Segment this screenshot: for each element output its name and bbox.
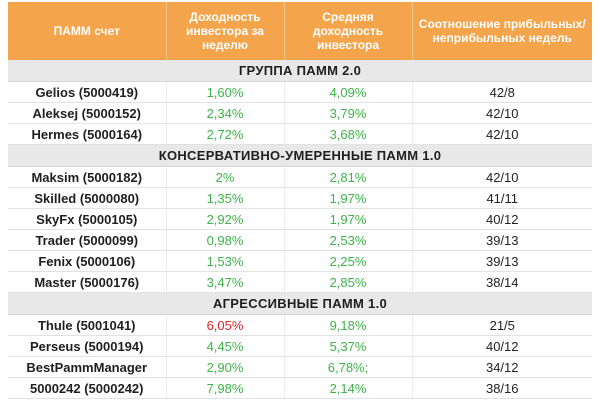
weekly-return-cell: 2,72%	[166, 123, 285, 145]
weekly-return-cell: 6,05%	[166, 314, 285, 336]
table-row: Gelios (5000419) 1,60% 4,09% 42/8	[8, 81, 592, 103]
table-header: ПАММ счет Доходность инвестора за неделю…	[8, 2, 592, 60]
profit-ratio-cell: 39/13	[412, 250, 592, 272]
average-return-cell: 6,78%;	[284, 356, 413, 378]
table-row: BestPammManager 2,90% 6,78%; 34/12	[8, 356, 592, 378]
header-account: ПАММ счет	[8, 2, 167, 60]
header-weekly-return: Доходность инвестора за неделю	[166, 2, 285, 60]
average-return-cell: 9,18%	[284, 314, 413, 336]
average-return-cell: 4,09%	[284, 81, 413, 103]
weekly-return-cell: 2%	[166, 166, 285, 188]
group-title: ГРУППА ПАММ 2.0	[8, 60, 592, 82]
account-name-cell: Master (5000176)	[8, 271, 167, 293]
profit-ratio-cell: 38/16	[412, 377, 592, 399]
profit-ratio-cell: 39/13	[412, 229, 592, 251]
table-row: 5000242 (5000242) 7,98% 2,14% 38/16	[8, 377, 592, 399]
header-profit-ratio: Соотношение прибыльных/неприбыльных неде…	[412, 2, 592, 60]
account-name-cell: 5000242 (5000242)	[8, 377, 167, 399]
account-name-cell: Perseus (5000194)	[8, 335, 167, 357]
account-name-cell: BestPammManager	[8, 356, 167, 378]
average-return-cell: 1,97%	[284, 208, 413, 230]
profit-ratio-cell: 40/12	[412, 335, 592, 357]
weekly-return-cell: 2,92%	[166, 208, 285, 230]
table-row: Hermes (5000164) 2,72% 3,68% 42/10	[8, 123, 592, 145]
profit-ratio-cell: 41/11	[412, 187, 592, 209]
average-return-cell: 2,85%	[284, 271, 413, 293]
account-name-cell: SkyFx (5000105)	[8, 208, 167, 230]
table-row: Skilled (5000080) 1,35% 1,97% 41/11	[8, 187, 592, 209]
weekly-return-cell: 4,45%	[166, 335, 285, 357]
account-name-cell: Thule (5001041)	[8, 314, 167, 336]
profit-ratio-cell: 21/5	[412, 314, 592, 336]
table-row: Master (5000176) 3,47% 2,85% 38/14	[8, 271, 592, 293]
account-name-cell: Hermes (5000164)	[8, 123, 167, 145]
table-row: Fenix (5000106) 1,53% 2,25% 39/13	[8, 250, 592, 272]
average-return-cell: 5,37%	[284, 335, 413, 357]
average-return-cell: 2,14%	[284, 377, 413, 399]
table-row: SkyFx (5000105) 2,92% 1,97% 40/12	[8, 208, 592, 230]
table-row: Trader (5000099) 0,98% 2,53% 39/13	[8, 229, 592, 251]
average-return-cell: 1,97%	[284, 187, 413, 209]
weekly-return-cell: 1,35%	[166, 187, 285, 209]
profit-ratio-cell: 34/12	[412, 356, 592, 378]
average-return-cell: 3,79%	[284, 102, 413, 124]
pamm-table: ПАММ счет Доходность инвестора за неделю…	[8, 2, 592, 399]
account-name-cell: Trader (5000099)	[8, 229, 167, 251]
table-row: Thule (5001041) 6,05% 9,18% 21/5	[8, 314, 592, 336]
account-name-cell: Gelios (5000419)	[8, 81, 167, 103]
weekly-return-cell: 2,34%	[166, 102, 285, 124]
table-row: Aleksej (5000152) 2,34% 3,79% 42/10	[8, 102, 592, 124]
profit-ratio-cell: 42/10	[412, 102, 592, 124]
average-return-cell: 2,81%	[284, 166, 413, 188]
average-return-cell: 2,25%	[284, 250, 413, 272]
group-header-row: ГРУППА ПАММ 2.0	[8, 60, 592, 82]
header-average-return: Средняя доходность инвестора	[284, 2, 413, 60]
profit-ratio-cell: 42/10	[412, 123, 592, 145]
group-title: АГРЕССИВНЫЕ ПАММ 1.0	[8, 292, 592, 315]
weekly-return-cell: 1,60%	[166, 81, 285, 103]
weekly-return-cell: 2,90%	[166, 356, 285, 378]
group-header-row: КОНСЕРВАТИВНО-УМЕРЕННЫЕ ПАММ 1.0	[8, 144, 592, 167]
group-title: КОНСЕРВАТИВНО-УМЕРЕННЫЕ ПАММ 1.0	[8, 144, 592, 167]
header-row: ПАММ счет Доходность инвестора за неделю…	[8, 2, 592, 60]
profit-ratio-cell: 40/12	[412, 208, 592, 230]
profit-ratio-cell: 42/10	[412, 166, 592, 188]
account-name-cell: Aleksej (5000152)	[8, 102, 167, 124]
profit-ratio-cell: 42/8	[412, 81, 592, 103]
weekly-return-cell: 1,53%	[166, 250, 285, 272]
weekly-return-cell: 7,98%	[166, 377, 285, 399]
average-return-cell: 3,68%	[284, 123, 413, 145]
group-header-row: АГРЕССИВНЫЕ ПАММ 1.0	[8, 292, 592, 315]
profit-ratio-cell: 38/14	[412, 271, 592, 293]
table-row: Perseus (5000194) 4,45% 5,37% 40/12	[8, 335, 592, 357]
pamm-table-container: ПАММ счет Доходность инвестора за неделю…	[8, 2, 592, 399]
account-name-cell: Maksim (5000182)	[8, 166, 167, 188]
average-return-cell: 2,53%	[284, 229, 413, 251]
weekly-return-cell: 0,98%	[166, 229, 285, 251]
table-row: Maksim (5000182) 2% 2,81% 42/10	[8, 166, 592, 188]
weekly-return-cell: 3,47%	[166, 271, 285, 293]
table-body: ГРУППА ПАММ 2.0 Gelios (5000419) 1,60% 4,09…	[8, 60, 592, 399]
account-name-cell: Fenix (5000106)	[8, 250, 167, 272]
account-name-cell: Skilled (5000080)	[8, 187, 167, 209]
